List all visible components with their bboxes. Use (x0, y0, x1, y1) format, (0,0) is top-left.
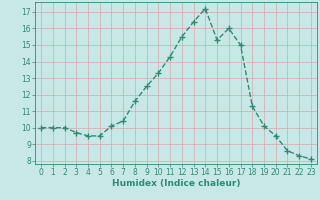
X-axis label: Humidex (Indice chaleur): Humidex (Indice chaleur) (112, 179, 240, 188)
